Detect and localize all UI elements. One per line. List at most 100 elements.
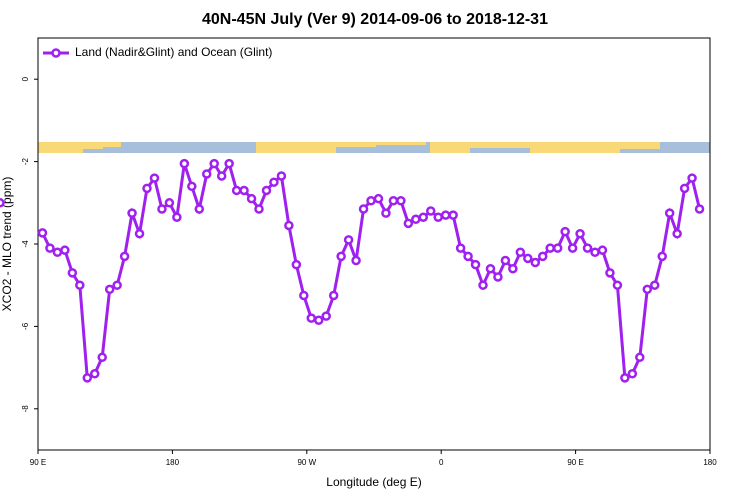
- point: [425, 206, 436, 216]
- point: [60, 245, 70, 255]
- y-tick-label: -8: [21, 405, 30, 413]
- point: [179, 158, 190, 169]
- point: [411, 214, 421, 225]
- land-ocean-strip: [38, 142, 710, 153]
- plot-frame: [37, 37, 711, 451]
- x-tick-label: 180: [703, 458, 717, 467]
- point: [37, 228, 48, 238]
- point: [254, 204, 264, 214]
- point: [358, 204, 369, 214]
- point: [239, 185, 249, 196]
- legend-label: Land (Nadir&Glint) and Ocean (Glint): [75, 45, 272, 59]
- point: [201, 169, 212, 179]
- point: [336, 251, 346, 262]
- point: [269, 177, 279, 187]
- point: [642, 284, 653, 295]
- point: [306, 313, 317, 323]
- point: [299, 290, 309, 301]
- chart-title: 40N-45N July (Ver 9) 2014-09-06 to 2018-…: [202, 11, 548, 28]
- point: [620, 373, 630, 383]
- point: [194, 204, 205, 214]
- point: [560, 226, 570, 237]
- point: [500, 255, 511, 266]
- point: [687, 173, 697, 183]
- x-axis-label: Longitude (deg E): [326, 475, 421, 489]
- point: [127, 208, 137, 218]
- y-tick-label: -6: [21, 322, 30, 330]
- point: [672, 228, 682, 239]
- point: [224, 158, 234, 169]
- x-tick-label: 0: [439, 458, 444, 467]
- point: [187, 181, 197, 192]
- point: [313, 315, 324, 325]
- x-tick-label: 90 E: [30, 458, 46, 467]
- point: [605, 268, 615, 278]
- point: [597, 245, 608, 255]
- point: [164, 198, 175, 208]
- point: [172, 212, 182, 222]
- point: [276, 171, 287, 181]
- point: [381, 208, 391, 218]
- point: [216, 171, 227, 181]
- point: [523, 253, 533, 264]
- point: [231, 185, 242, 196]
- y-tick-label: 0: [21, 76, 30, 81]
- y-axis-label: XCO2 - MLO trend (ppm): [0, 177, 14, 312]
- point: [679, 183, 690, 194]
- point: [75, 280, 85, 290]
- point: [418, 212, 429, 222]
- point: [104, 284, 115, 295]
- point: [134, 228, 145, 239]
- point: [97, 352, 107, 363]
- series-line: [41, 159, 702, 381]
- point: [0, 198, 5, 208]
- point: [657, 251, 667, 262]
- point: [575, 228, 585, 239]
- point: [694, 204, 705, 214]
- point: [433, 212, 443, 222]
- point: [478, 280, 488, 290]
- point: [463, 251, 473, 262]
- point: [246, 193, 257, 204]
- point: [590, 247, 600, 257]
- point: [545, 243, 555, 253]
- point: [373, 193, 384, 204]
- point: [343, 235, 354, 245]
- x-tick-label: 90 E: [567, 458, 583, 467]
- point: [627, 369, 638, 379]
- point: [508, 263, 518, 274]
- legend-marker: [51, 48, 61, 58]
- point: [403, 218, 414, 229]
- point: [52, 247, 63, 257]
- point: [149, 173, 160, 183]
- point: [351, 255, 361, 266]
- point: [142, 183, 152, 194]
- point: [89, 369, 100, 379]
- point: [45, 243, 55, 253]
- point: [612, 280, 623, 290]
- x-tick-label: 180: [166, 458, 180, 467]
- y-tick-label: -2: [21, 157, 30, 165]
- point: [485, 263, 496, 274]
- point: [470, 259, 481, 270]
- point: [582, 243, 593, 253]
- y-tick-label: -4: [21, 240, 30, 248]
- point: [67, 268, 78, 278]
- point: [284, 220, 294, 231]
- point: [321, 311, 331, 321]
- point: [396, 195, 406, 206]
- point: [649, 280, 660, 290]
- point: [635, 352, 645, 363]
- point: [112, 280, 122, 290]
- point: [493, 272, 503, 282]
- point: [328, 290, 339, 301]
- point: [388, 195, 399, 206]
- point: [448, 210, 458, 220]
- point: [552, 243, 563, 253]
- point: [261, 185, 272, 196]
- point: [537, 251, 548, 262]
- x-tick-label: 90 W: [297, 458, 316, 467]
- point: [157, 204, 167, 214]
- point: [515, 247, 526, 257]
